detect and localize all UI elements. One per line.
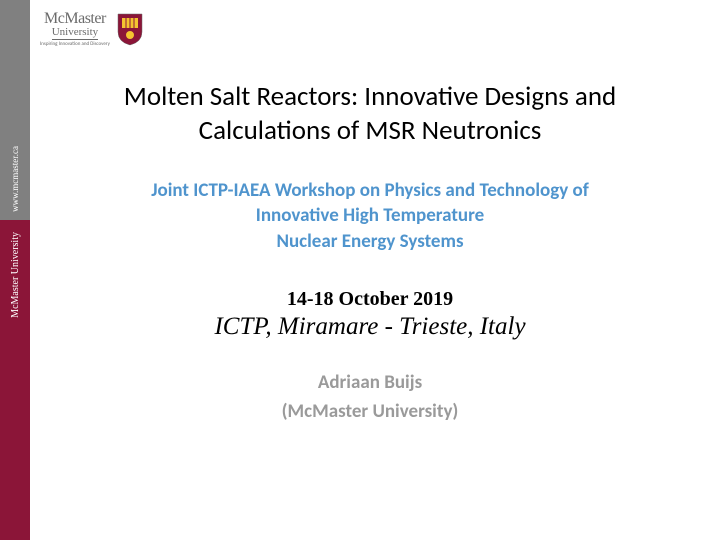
university-logo: McMaster University Inspiring Innovation…: [40, 10, 144, 47]
slide-content: Molten Salt Reactors: Innovative Designs…: [40, 80, 700, 426]
workshop-line-2: Innovative High Temperature: [40, 203, 700, 229]
logo-text-block: McMaster University Inspiring Innovation…: [40, 10, 110, 47]
sidebar-bottom-stripe: McMaster University: [0, 220, 30, 540]
author-name: Adriaan Buijs: [40, 369, 700, 398]
title-line-1: Molten Salt Reactors: Innovative Designs…: [40, 80, 700, 114]
logo-tagline: Inspiring Innovation and Discovery: [40, 41, 110, 47]
logo-sub: University: [52, 26, 98, 40]
crest-icon: [116, 12, 144, 46]
author-affiliation: (McMaster University): [40, 398, 700, 427]
sidebar-top-stripe: www.mcmaster.ca: [0, 0, 30, 220]
workshop-info: Joint ICTP-IAEA Workshop on Physics and …: [40, 178, 700, 255]
title-line-2: Calculations of MSR Neutronics: [40, 114, 700, 148]
sidebar-university: McMaster University: [10, 232, 21, 318]
sidebar-url: www.mcmaster.ca: [10, 146, 20, 212]
slide-title: Molten Salt Reactors: Innovative Designs…: [40, 80, 700, 148]
author-block: Adriaan Buijs (McMaster University): [40, 369, 700, 426]
workshop-line-1: Joint ICTP-IAEA Workshop on Physics and …: [40, 178, 700, 204]
event-location: ICTP, Miramare - Trieste, Italy: [40, 313, 700, 341]
event-dates: 14-18 October 2019: [40, 288, 700, 311]
workshop-line-3: Nuclear Energy Systems: [40, 229, 700, 255]
